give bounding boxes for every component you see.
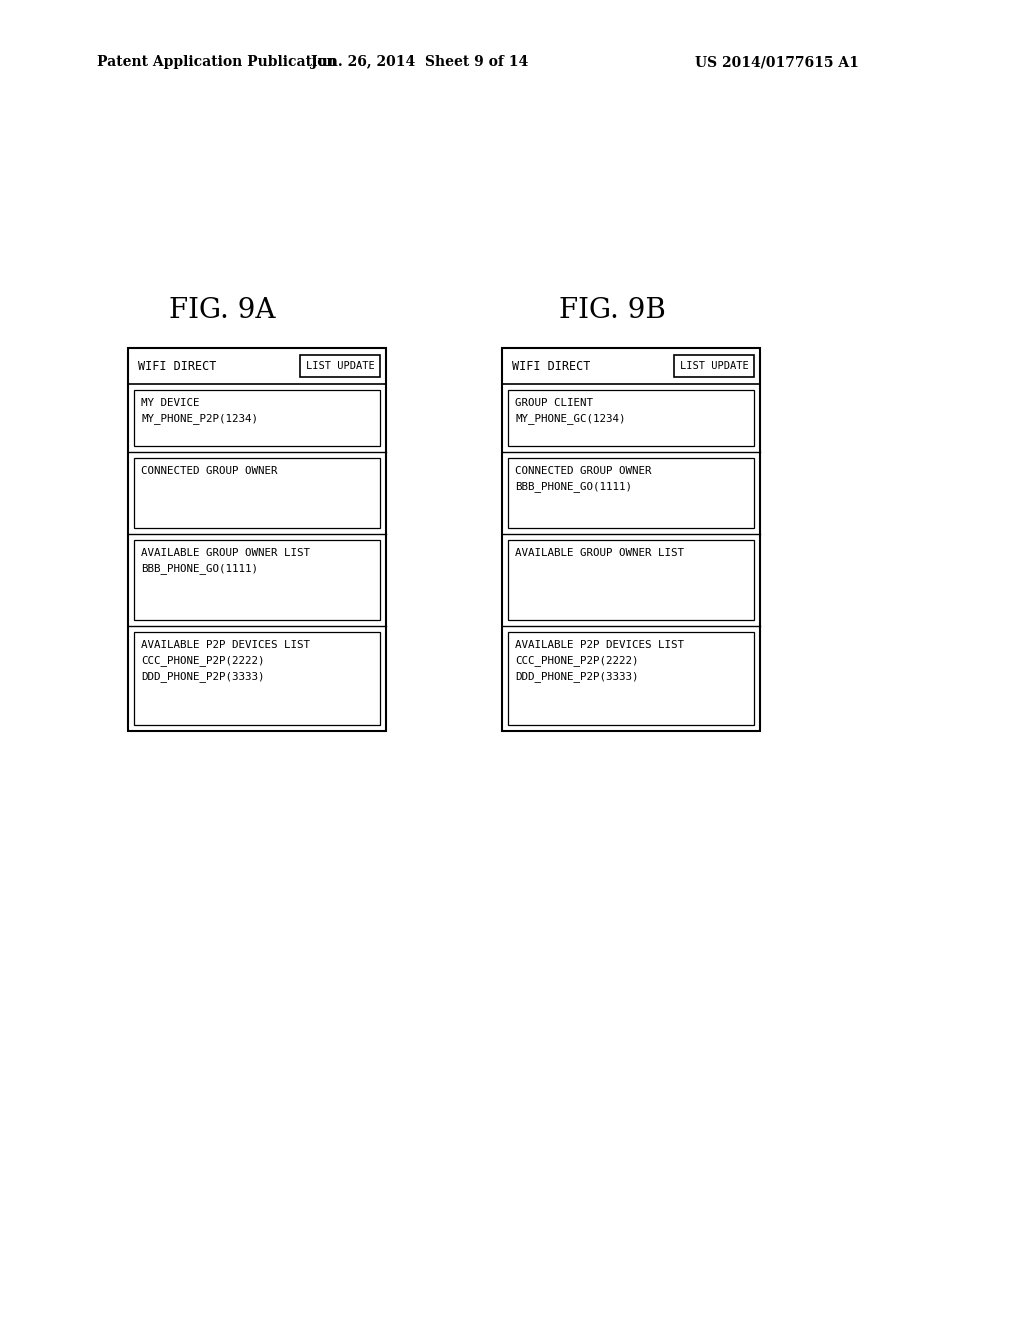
Bar [502,348,760,731]
Text: AVAILABLE P2P DEVICES LIST: AVAILABLE P2P DEVICES LIST [141,640,310,649]
Bar [128,348,386,731]
Text: LIST UPDATE: LIST UPDATE [305,360,375,371]
Text: DDD_PHONE_P2P(3333): DDD_PHONE_P2P(3333) [141,672,264,682]
Text: BBB_PHONE_GO(1111): BBB_PHONE_GO(1111) [141,564,258,574]
Text: MY_PHONE_GC(1234): MY_PHONE_GC(1234) [515,413,626,425]
Bar [134,389,380,446]
Text: CCC_PHONE_P2P(2222): CCC_PHONE_P2P(2222) [515,656,639,667]
Bar [300,355,380,378]
Bar [508,389,754,446]
Bar [674,355,754,378]
Text: WIFI DIRECT: WIFI DIRECT [512,359,591,372]
Text: AVAILABLE P2P DEVICES LIST: AVAILABLE P2P DEVICES LIST [515,640,684,649]
Text: CONNECTED GROUP OWNER: CONNECTED GROUP OWNER [515,466,651,477]
Text: LIST UPDATE: LIST UPDATE [680,360,749,371]
Bar [508,540,754,620]
Text: WIFI DIRECT: WIFI DIRECT [138,359,216,372]
Text: AVAILABLE GROUP OWNER LIST: AVAILABLE GROUP OWNER LIST [141,548,310,558]
Bar [134,632,380,725]
Bar [134,458,380,528]
Text: BBB_PHONE_GO(1111): BBB_PHONE_GO(1111) [515,482,632,492]
Bar [508,458,754,528]
Bar [134,540,380,620]
Text: MY_PHONE_P2P(1234): MY_PHONE_P2P(1234) [141,413,258,425]
Text: US 2014/0177615 A1: US 2014/0177615 A1 [695,55,859,69]
Bar [508,632,754,725]
Text: CCC_PHONE_P2P(2222): CCC_PHONE_P2P(2222) [141,656,264,667]
Text: FIG. 9A: FIG. 9A [169,297,275,323]
Text: AVAILABLE GROUP OWNER LIST: AVAILABLE GROUP OWNER LIST [515,548,684,558]
Text: CONNECTED GROUP OWNER: CONNECTED GROUP OWNER [141,466,278,477]
Text: Patent Application Publication: Patent Application Publication [97,55,337,69]
Text: GROUP CLIENT: GROUP CLIENT [515,399,593,408]
Text: FIG. 9B: FIG. 9B [558,297,666,323]
Text: MY DEVICE: MY DEVICE [141,399,200,408]
Text: Jun. 26, 2014  Sheet 9 of 14: Jun. 26, 2014 Sheet 9 of 14 [311,55,528,69]
Text: DDD_PHONE_P2P(3333): DDD_PHONE_P2P(3333) [515,672,639,682]
